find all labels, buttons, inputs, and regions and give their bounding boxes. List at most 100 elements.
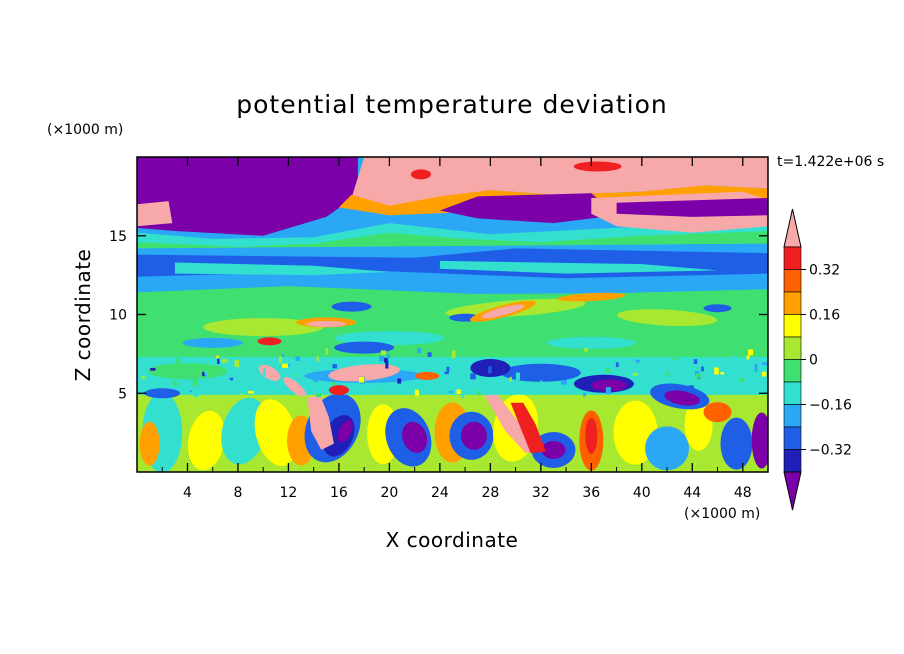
field-contour [402, 421, 428, 453]
field-speckle [278, 356, 282, 363]
field-contour [546, 336, 637, 349]
field-speckle [325, 348, 329, 355]
colorbar: 0.32 0.16 0 −0.16 −0.32 [783, 208, 852, 511]
field-speckle [376, 388, 380, 391]
field-speckle [605, 368, 611, 373]
field-speckle [189, 390, 193, 393]
field-speckle [456, 389, 461, 395]
y-axis: 5 10 15 [109, 229, 768, 402]
colorbar-box [783, 314, 802, 338]
field-speckle [633, 372, 639, 376]
field-speckle [444, 371, 449, 375]
field-contour [337, 419, 353, 443]
colorbar-tick-label: 0 [809, 353, 818, 369]
field-speckle [446, 366, 450, 372]
field-contour [415, 371, 440, 380]
field-speckle [217, 358, 220, 365]
field-contour [510, 402, 546, 454]
field-contour [147, 363, 228, 380]
field-speckle [477, 390, 481, 396]
colorbar-box [783, 291, 802, 315]
field-contour [139, 421, 160, 466]
field-speckle [427, 352, 432, 357]
field-contour [664, 390, 700, 406]
colorbar-box [783, 426, 802, 450]
colorbar-bottom-triangle [783, 471, 802, 511]
field-speckle [720, 371, 725, 375]
field-speckle [488, 366, 492, 374]
field-speckle [141, 376, 146, 379]
field-speckle [414, 389, 420, 396]
field-speckle [263, 368, 266, 377]
field-contour [182, 337, 243, 348]
field-speckle [417, 348, 421, 354]
colorbar-tick-label: 0.32 [809, 263, 840, 279]
colorbar-tick-label: −0.16 [809, 398, 852, 414]
field-speckle [221, 359, 228, 363]
field-speckle [615, 362, 619, 368]
field-speckle [234, 359, 240, 368]
field-speckle [694, 371, 700, 376]
field-speckle [509, 376, 512, 382]
field-speckle [733, 355, 737, 359]
field-contour [306, 320, 347, 327]
field-speckle [540, 380, 543, 388]
field-contour [616, 198, 768, 217]
field-speckle [175, 358, 180, 366]
field-contour [331, 301, 372, 312]
field-contour [187, 410, 225, 471]
x-tick-label: 12 [280, 485, 298, 501]
colorbar-top-triangle [783, 208, 802, 248]
field-speckle [448, 390, 453, 394]
field-speckle [155, 369, 160, 372]
field-contour [617, 309, 717, 327]
field-speckle [732, 389, 735, 392]
field-speckle [383, 357, 388, 363]
field-contour [703, 402, 732, 423]
field-contour [334, 341, 395, 354]
field-speckle [378, 355, 385, 362]
field-contour [328, 385, 349, 396]
field-speckle [470, 373, 476, 380]
field-speckle [693, 359, 698, 364]
field-speckle [295, 356, 301, 361]
field-speckle [332, 364, 338, 369]
field-speckle [635, 359, 640, 363]
field-speckle [666, 371, 670, 376]
field-contour [557, 292, 626, 302]
field-contour [144, 388, 181, 399]
field-contour [410, 169, 431, 180]
field-speckle [282, 363, 288, 368]
field-speckle [295, 374, 299, 377]
colorbar-box [783, 246, 802, 270]
field-contour [703, 304, 732, 313]
y-axis-label: Z coordinate [71, 249, 95, 382]
colorbar-tick-label: 0.16 [809, 308, 840, 324]
field-speckle [282, 354, 285, 357]
field-speckle [191, 386, 198, 394]
field-speckle [515, 372, 521, 380]
x-tick-label: 24 [431, 485, 449, 501]
field-speckle [421, 358, 428, 365]
field-speckle [385, 360, 389, 369]
field-speckle [397, 378, 402, 384]
chart-title: potential temperature deviation [236, 90, 667, 119]
field-speckle [697, 376, 701, 380]
field-speckle [583, 392, 586, 397]
y-tick-label: 10 [109, 308, 127, 324]
field-contour [254, 399, 298, 466]
field-contour [174, 262, 390, 276]
field-speckle [316, 356, 319, 362]
field-speckle [739, 377, 744, 383]
field-speckle [331, 381, 337, 386]
field-speckle [192, 378, 198, 387]
field-layer [137, 157, 768, 472]
field-speckle [762, 371, 767, 377]
field-speckle [240, 393, 244, 398]
field-purple-lens [439, 193, 617, 224]
x-tick-label: 48 [734, 485, 752, 501]
field-speckle [203, 374, 207, 377]
field-speckle [283, 367, 287, 375]
x-tick-label: 36 [582, 485, 600, 501]
field-speckle [380, 350, 387, 355]
